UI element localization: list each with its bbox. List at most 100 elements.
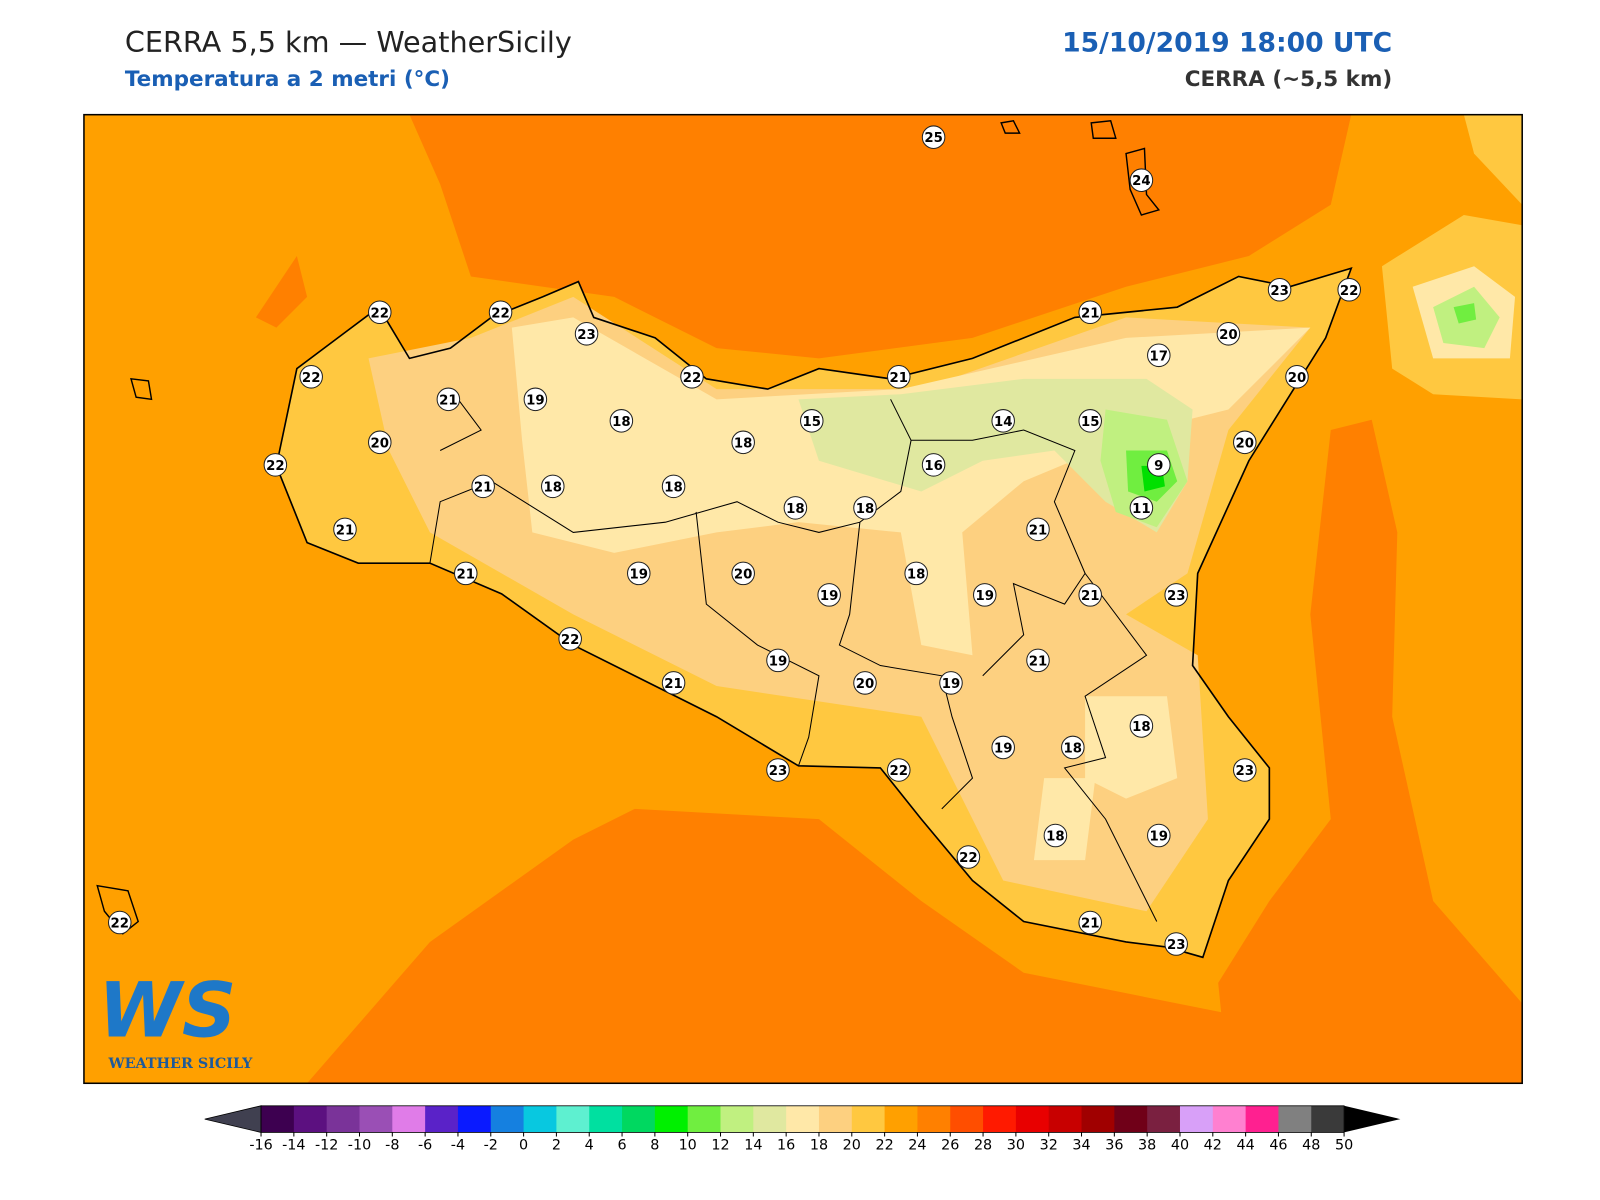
station-value: 19	[769, 654, 788, 669]
station-value: 11	[1132, 502, 1151, 517]
colorbar-segment	[261, 1105, 295, 1133]
station: 22	[1337, 277, 1361, 302]
colorbar-segment	[425, 1105, 459, 1133]
station-value: 23	[1270, 284, 1289, 299]
station: 19	[817, 583, 841, 607]
station-marker	[1147, 823, 1171, 848]
station: 19	[626, 561, 651, 586]
station-value: 19	[1150, 830, 1169, 845]
station: 18	[783, 496, 808, 520]
station-marker	[1147, 343, 1171, 368]
colorbar-segment	[293, 1105, 328, 1133]
station: 18	[661, 474, 686, 499]
colorbar-segment	[950, 1105, 984, 1133]
station: 21	[471, 474, 495, 499]
colorbar-tick-label: 30	[1007, 1138, 1025, 1154]
station-value: 22	[959, 851, 978, 866]
colorbar-segment	[1081, 1105, 1115, 1133]
colorbar-tick-label: -10	[348, 1138, 371, 1154]
station-value: 19	[526, 393, 545, 408]
warm-zone	[1218, 419, 1523, 1084]
station-marker	[1026, 517, 1050, 542]
station-marker	[1233, 430, 1257, 455]
station-marker	[574, 322, 599, 346]
station: 22	[263, 453, 288, 477]
map-frame	[83, 113, 1523, 1085]
warm-zone	[409, 114, 1352, 359]
station-value: 25	[924, 131, 943, 146]
station-marker	[523, 387, 548, 412]
station-marker	[1164, 932, 1188, 956]
station-value: 21	[336, 523, 355, 538]
datetime: 15/10/2019 18:00 UTC	[1062, 28, 1392, 59]
station: 21	[661, 671, 686, 695]
station-marker	[991, 409, 1015, 433]
station-value: 19	[942, 677, 961, 692]
station: 18	[1043, 823, 1068, 848]
station: 19	[991, 735, 1015, 760]
station-marker	[471, 474, 495, 499]
station-value: 22	[266, 459, 285, 474]
station-marker	[661, 474, 686, 499]
station: 22	[558, 627, 582, 651]
station: 21	[1078, 910, 1102, 935]
map-area: 25 24 22 22 23 22 21 19 22 21 21 23 22 20 17 20 18 15 14 15…	[83, 114, 1523, 1084]
station-value: 23	[1167, 589, 1186, 604]
colorbar-segment	[1048, 1105, 1083, 1133]
station-value: 20	[371, 436, 390, 451]
station-marker	[107, 910, 132, 935]
station: 23	[1164, 932, 1188, 956]
station-marker	[939, 671, 963, 695]
colorbar-tick-label: 42	[1204, 1138, 1222, 1154]
colorbar-tick-label: -2	[484, 1138, 498, 1154]
colorbar-segment	[1179, 1105, 1214, 1133]
station-marker	[1164, 583, 1188, 607]
station-value: 21	[1081, 589, 1100, 604]
colorbar-segment	[556, 1105, 590, 1133]
station-value: 21	[1029, 523, 1048, 538]
station-marker	[680, 365, 704, 389]
station-marker	[453, 561, 478, 586]
station-marker	[1267, 277, 1292, 302]
station-value: 20	[1236, 436, 1255, 451]
station: 11	[1129, 496, 1154, 520]
station-value: 21	[439, 393, 458, 408]
colorbar-segment	[654, 1105, 689, 1133]
station-marker	[1233, 758, 1257, 782]
station-value: 18	[664, 480, 683, 495]
station: 20	[1233, 430, 1257, 455]
colorbar-segment	[786, 1105, 820, 1133]
colorbar-tick-label: -4	[451, 1138, 465, 1154]
station-value: 23	[577, 328, 596, 343]
station: 21	[436, 387, 461, 412]
station-value: 22	[890, 764, 909, 779]
colorbar-tick-label: -12	[315, 1138, 338, 1154]
station-marker	[766, 758, 790, 782]
station-marker	[921, 453, 946, 477]
station: 19	[973, 583, 997, 607]
station-marker	[299, 365, 323, 389]
station-marker	[853, 496, 877, 520]
station-marker	[609, 409, 634, 433]
colorbar-tick-label: 32	[1040, 1138, 1058, 1154]
station: 20	[731, 561, 755, 586]
station-value: 18	[1132, 720, 1151, 735]
colorbar-segment	[1311, 1105, 1345, 1133]
station-marker	[731, 430, 755, 455]
station-value: 20	[1219, 328, 1238, 343]
station-value: 21	[1029, 654, 1048, 669]
station-marker	[436, 387, 461, 412]
station: 17	[1147, 343, 1171, 368]
station: 25	[921, 125, 946, 149]
colorbar-tick-label: 20	[843, 1138, 861, 1154]
station: 18	[853, 496, 877, 520]
station: 18	[609, 409, 634, 433]
colorbar-tick-label: 16	[777, 1138, 795, 1154]
colorbar-tick-label: 36	[1105, 1138, 1123, 1154]
station: 21	[887, 365, 911, 389]
station: 23	[1164, 583, 1188, 607]
colorbar-segment	[523, 1105, 557, 1133]
station: 16	[921, 453, 946, 477]
colorbar-segment	[1278, 1105, 1312, 1133]
colorbar-segment	[884, 1105, 918, 1133]
